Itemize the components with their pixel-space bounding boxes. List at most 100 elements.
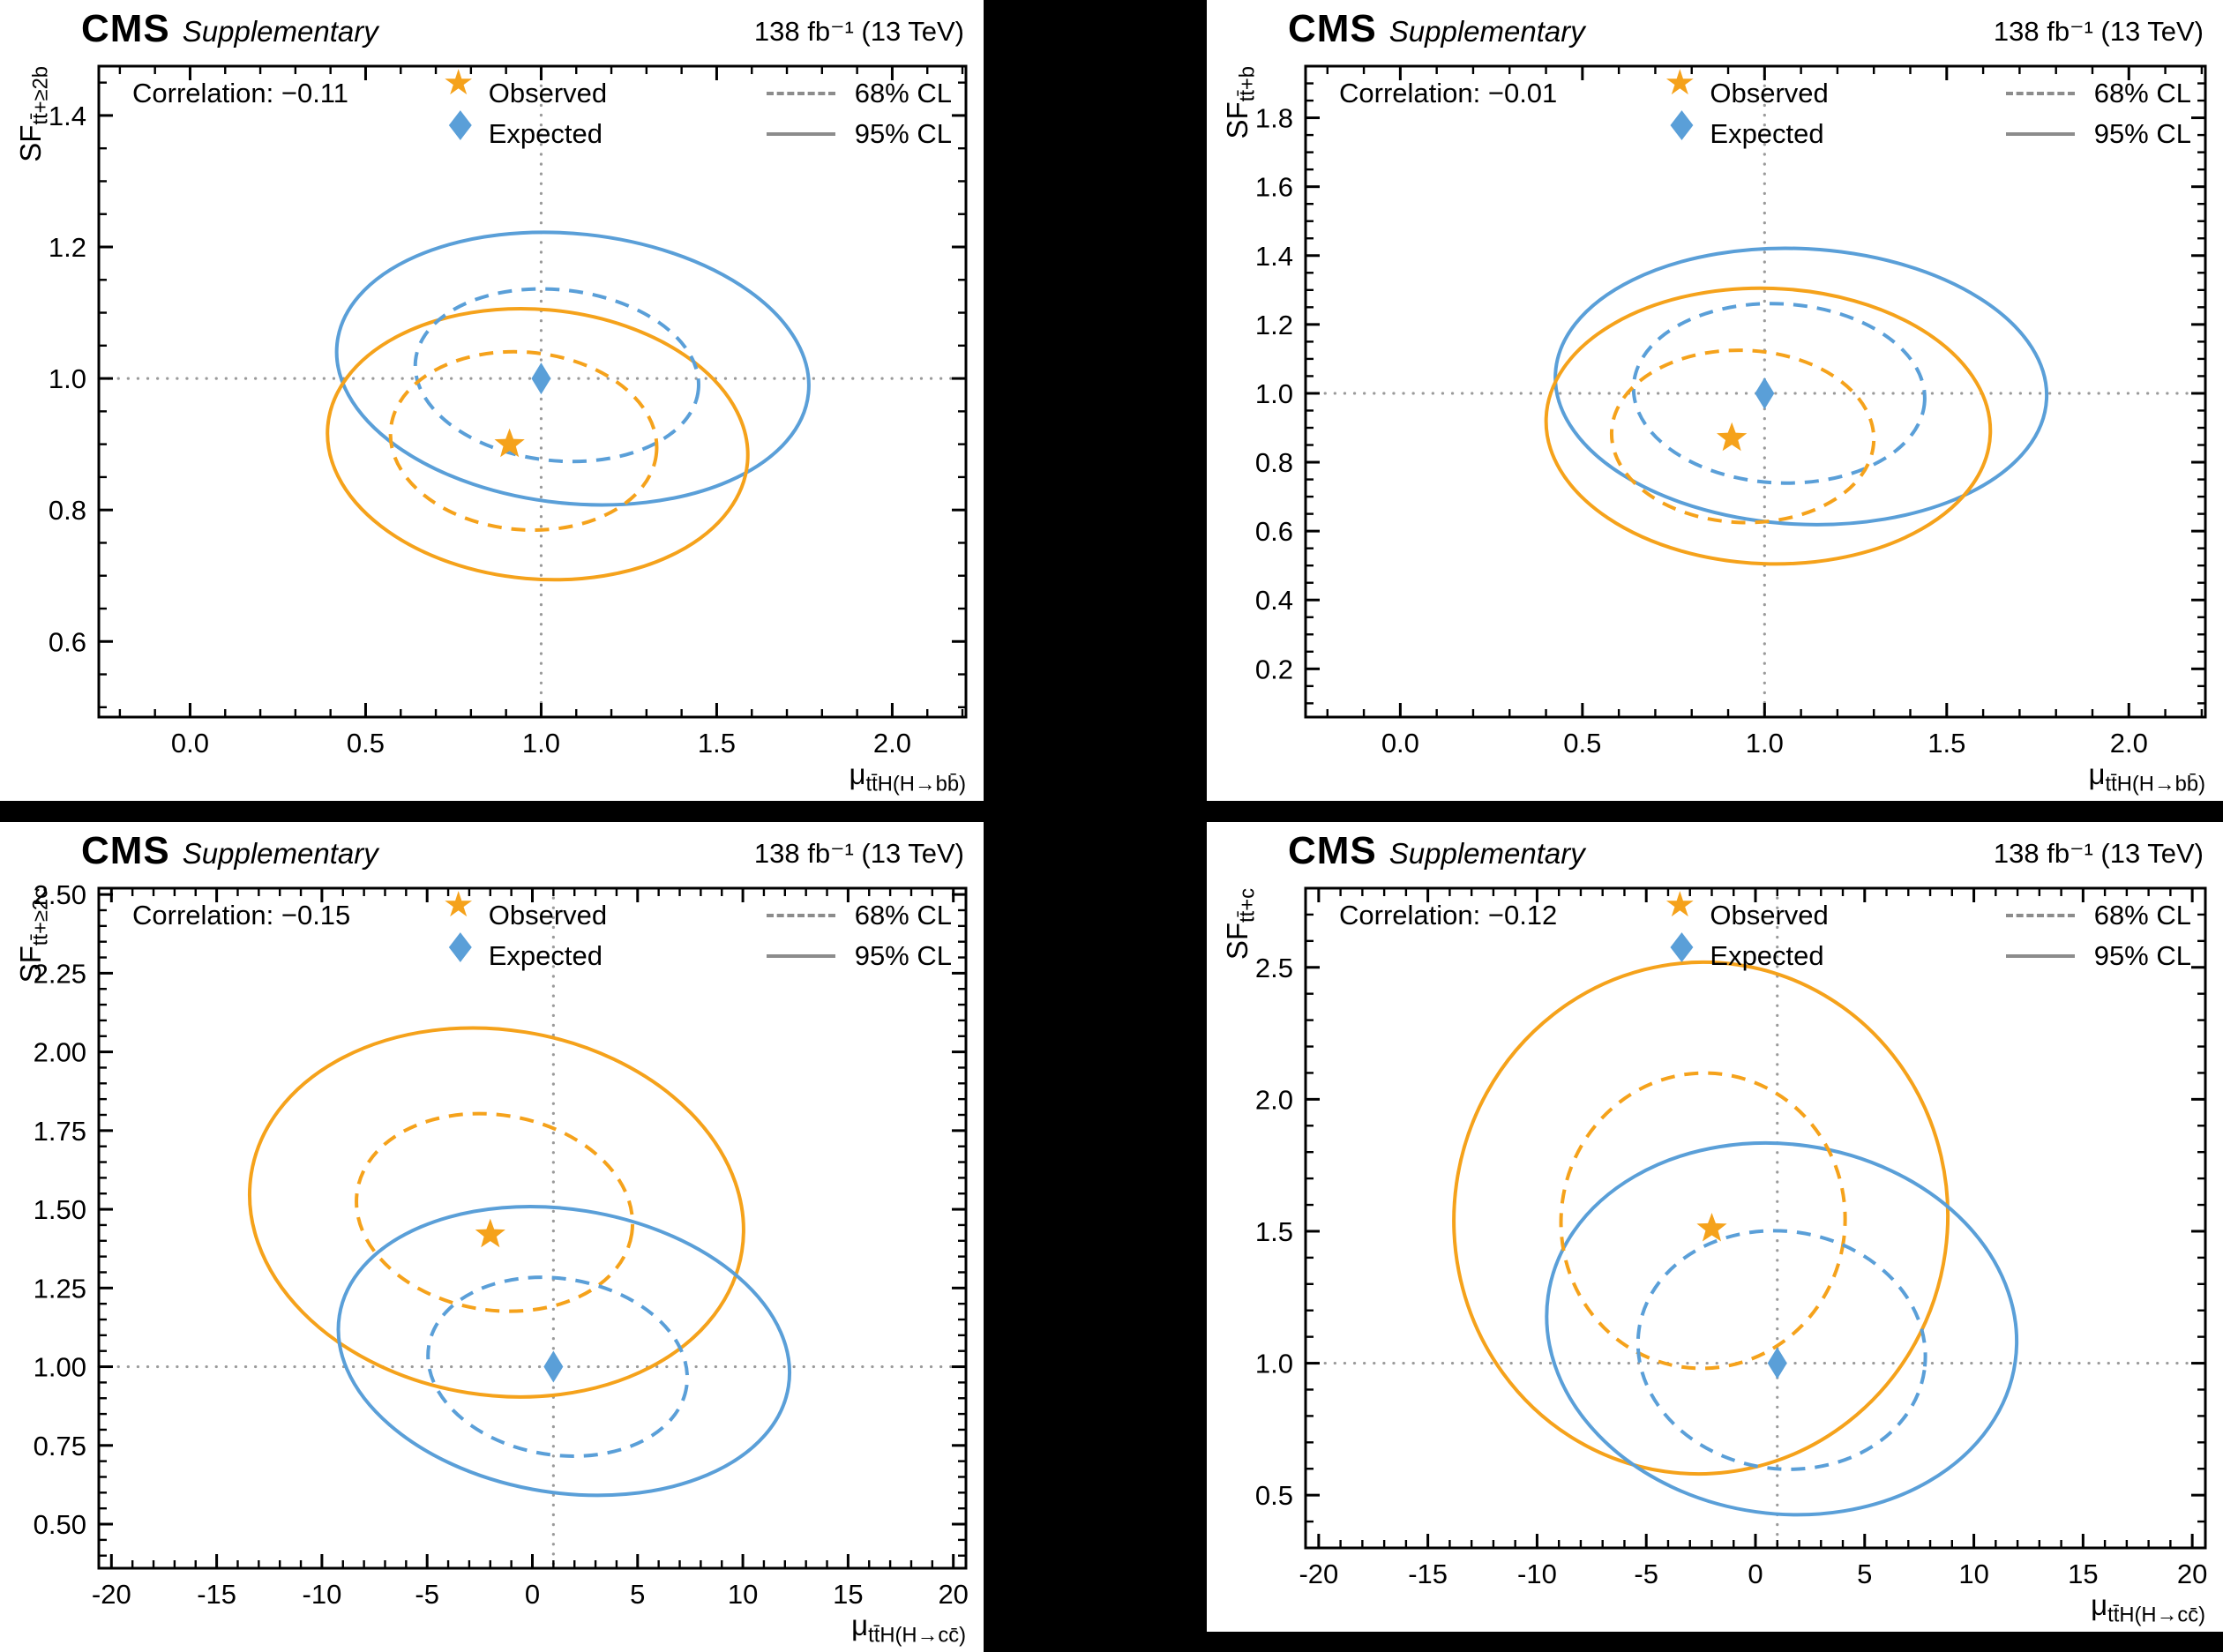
cms-header: CMS Supplementary [81, 829, 378, 873]
svg-text:-10: -10 [303, 1579, 342, 1610]
y-axis-label-sub: tt̄+b [1235, 66, 1260, 102]
luminosity-label: 138 fb⁻¹ (13 TeV) [753, 838, 964, 869]
legend-observed-label: Observed [1710, 900, 1829, 931]
svg-text:0.50: 0.50 [34, 1509, 86, 1540]
legend-68cl-label: 68% CL [2093, 900, 2191, 931]
x-axis-label-sub: tt̄H(H→bb̄) [865, 772, 967, 796]
supplementary-label: Supplementary [182, 837, 378, 870]
svg-text:1.0: 1.0 [1255, 378, 1293, 409]
cms-logo-text: CMS [81, 829, 170, 872]
cms-header: CMS Supplementary [1288, 829, 1585, 873]
cl95-solid-line-icon [2006, 132, 2075, 136]
svg-text:0.8: 0.8 [49, 495, 86, 526]
legend-95cl-label: 95% CL [854, 118, 952, 149]
cl68-dashed-line-icon [767, 92, 835, 95]
svg-text:1.5: 1.5 [1255, 1216, 1293, 1247]
y-axis-label: SFtt̄+b [1221, 66, 1261, 138]
legend-68cl-label: 68% CL [2093, 78, 2191, 108]
y-axis-label: SFtt̄+≥2c [14, 888, 54, 983]
cl68-dashed-line-icon [767, 914, 835, 917]
svg-text:1.4: 1.4 [49, 101, 86, 131]
correlation-label: Correlation: −0.12 [1339, 900, 1558, 931]
svg-text:10: 10 [728, 1579, 758, 1610]
expected-diamond-icon: ◆ [448, 101, 472, 145]
svg-text:0.0: 0.0 [171, 728, 209, 759]
svg-text:20: 20 [938, 1579, 968, 1610]
y-axis-label-main: SF [1221, 101, 1254, 139]
luminosity-label: 138 fb⁻¹ (13 TeV) [753, 16, 964, 47]
svg-text:0.6: 0.6 [49, 626, 86, 657]
supplementary-label: Supplementary [1388, 837, 1585, 870]
legend-68cl-label: 68% CL [854, 900, 952, 931]
observed-star-icon: ★ [442, 886, 475, 924]
svg-text:15: 15 [2068, 1559, 2098, 1589]
svg-text:-15: -15 [197, 1579, 236, 1610]
observed-star-icon: ★ [1664, 886, 1696, 924]
svg-text:2.00: 2.00 [34, 1037, 86, 1068]
correlation-label: Correlation: −0.01 [1339, 78, 1558, 108]
cms-header: CMS Supplementary [81, 7, 378, 51]
cl68-dashed-line-icon [2006, 914, 2075, 917]
legend-expected-label: Expected [488, 940, 603, 971]
svg-text:0: 0 [1748, 1559, 1763, 1589]
y-axis-label-main: SF [1221, 922, 1254, 961]
legend-expected-label: Expected [488, 118, 603, 149]
contour-plot: 0.0 0.5 1.0 1.5 2.0 0.2 0.4 0.6 0.8 1.0 1.2 1.4 1.6 1… [1255, 64, 2207, 759]
svg-text:1.5: 1.5 [1927, 728, 1965, 759]
x-axis-label: μtt̄H(H→bb̄) [2088, 758, 2205, 797]
svg-text:0.5: 0.5 [1255, 1480, 1293, 1511]
luminosity-label: 138 fb⁻¹ (13 TeV) [1993, 16, 2204, 47]
svg-text:1.2: 1.2 [1255, 310, 1293, 340]
panel-sf-tt2b-vs-mu-ttHbb: 0.0 0.5 1.0 1.5 2.0 0.6 0.8 1.0 1.2 1.4 CMS Suppl… [0, 0, 984, 801]
svg-text:1.00: 1.00 [34, 1352, 86, 1383]
x-axis-label-main: μ [849, 758, 866, 790]
x-axis-label-main: μ [851, 1609, 869, 1641]
svg-text:1.0: 1.0 [49, 363, 86, 394]
legend-observed-label: Observed [488, 900, 608, 931]
svg-text:2.25: 2.25 [34, 958, 86, 989]
expected-diamond-icon: ◆ [1670, 923, 1694, 967]
svg-text:20: 20 [2177, 1559, 2207, 1589]
svg-text:1.5: 1.5 [698, 728, 736, 759]
svg-text:0.6: 0.6 [1255, 516, 1293, 547]
svg-text:1.6: 1.6 [1255, 172, 1293, 203]
observed-star-icon: ★ [442, 64, 475, 102]
cms-logo-text: CMS [81, 7, 170, 50]
svg-text:2.0: 2.0 [873, 728, 911, 759]
svg-text:5: 5 [630, 1579, 645, 1610]
cms-header: CMS Supplementary [1288, 7, 1585, 51]
svg-text:1.50: 1.50 [34, 1194, 86, 1225]
svg-text:2.0: 2.0 [1255, 1084, 1293, 1115]
svg-text:1.0: 1.0 [1746, 728, 1784, 759]
y-axis-label: SFtt̄+c [1221, 888, 1261, 960]
svg-text:0.5: 0.5 [1563, 728, 1601, 759]
x-axis-label: μtt̄H(H→bb̄) [849, 758, 966, 797]
legend-95cl-label: 95% CL [2093, 118, 2191, 149]
y-axis-label-main: SF [14, 124, 47, 162]
legend-95cl-label: 95% CL [854, 940, 952, 971]
legend-expected-label: Expected [1710, 118, 1824, 149]
svg-text:-20: -20 [1299, 1559, 1338, 1589]
panel-sf-tt2c-vs-mu-ttHcc: -20 -15 -10 -5 0 5 10 15 20 0.50 0.75 1.00 1.25 1.50 1… [0, 822, 984, 1652]
svg-text:1.25: 1.25 [34, 1273, 86, 1304]
legend-expected-label: Expected [1710, 940, 1824, 971]
svg-text:1.0: 1.0 [522, 728, 560, 759]
svg-text:1.4: 1.4 [1255, 241, 1293, 272]
svg-text:0.2: 0.2 [1255, 654, 1293, 684]
svg-text:-5: -5 [415, 1579, 439, 1610]
svg-text:0: 0 [525, 1579, 540, 1610]
svg-text:2.50: 2.50 [34, 879, 86, 910]
svg-text:0.4: 0.4 [1255, 585, 1293, 616]
luminosity-label: 138 fb⁻¹ (13 TeV) [1993, 838, 2204, 869]
expected-diamond-icon: ◆ [448, 923, 472, 967]
x-axis-label: μtt̄H(H→cc̄) [851, 1609, 966, 1648]
legend-observed-label: Observed [488, 78, 608, 108]
svg-text:0.5: 0.5 [347, 728, 385, 759]
cl95-solid-line-icon [767, 954, 835, 958]
svg-text:1.8: 1.8 [1255, 103, 1293, 134]
svg-text:1.75: 1.75 [34, 1116, 86, 1147]
cl95-solid-line-icon [767, 132, 835, 136]
svg-text:-5: -5 [1634, 1559, 1658, 1589]
svg-text:1.2: 1.2 [49, 232, 86, 263]
